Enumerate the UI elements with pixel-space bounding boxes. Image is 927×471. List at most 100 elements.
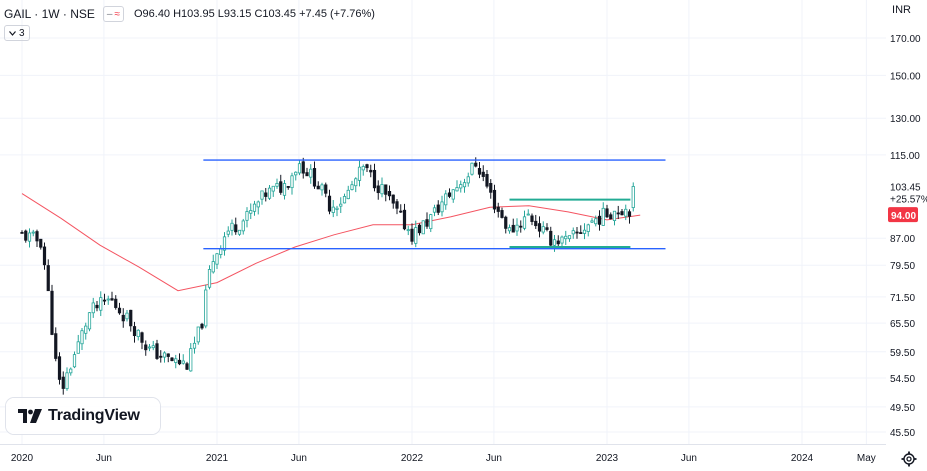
- candle-body: [110, 298, 114, 301]
- time-axis[interactable]: 2020 Jun 2021 Jun 2022 Jun 2023 Jun 2024 May: [0, 444, 886, 465]
- candle-body: [406, 229, 410, 232]
- candle-body: [346, 189, 350, 200]
- candle-body: [181, 360, 185, 364]
- candle-body: [586, 224, 590, 232]
- price-tick-label: 130.00: [890, 114, 921, 125]
- time-tick-label: 2021: [206, 453, 229, 464]
- candle-body: [582, 229, 587, 234]
- candle-body: [489, 183, 493, 193]
- price-tick-label: 54.50: [890, 374, 915, 385]
- candle-body: [31, 231, 35, 234]
- candle-body: [121, 314, 125, 322]
- candle-body: [522, 216, 527, 229]
- candle-body: [481, 171, 485, 177]
- candle-body: [185, 363, 189, 370]
- price-tick-label: 49.50: [890, 403, 915, 414]
- candle-body: [54, 333, 58, 359]
- indicator-toggle[interactable]: 3: [4, 25, 30, 41]
- candle-body: [305, 172, 309, 177]
- plot-area[interactable]: [0, 0, 886, 444]
- symbol-label[interactable]: GAIL · 1W · NSE: [4, 7, 95, 21]
- candle-body: [219, 248, 223, 255]
- candle-body: [335, 207, 339, 210]
- candle-body: [605, 208, 609, 218]
- candle-body: [245, 211, 249, 221]
- candle-body: [140, 332, 144, 343]
- candle-body: [84, 325, 88, 334]
- candle-body: [264, 192, 268, 197]
- candle-body: [80, 330, 84, 345]
- chevron-down-icon: [9, 30, 16, 36]
- candlestick-series: [20, 157, 635, 395]
- candle-body: [530, 215, 534, 222]
- change-pct-label: +25.57%: [890, 194, 927, 205]
- tradingview-logo[interactable]: TradingView: [6, 398, 160, 434]
- candle-body: [129, 309, 133, 327]
- time-tick-label: 2023: [596, 453, 619, 464]
- candle-body: [301, 161, 305, 174]
- candle-body: [421, 220, 425, 235]
- candle-body: [440, 201, 444, 213]
- candle-body: [222, 236, 227, 251]
- candle-body: [132, 326, 137, 337]
- candle-body: [519, 225, 523, 228]
- candle-body: [249, 210, 253, 214]
- candle-body: [380, 184, 384, 195]
- candle-body: [211, 261, 215, 273]
- candle-body: [69, 368, 73, 374]
- candle-body: [609, 214, 613, 220]
- candle-body: [455, 187, 459, 192]
- candle-body: [372, 169, 377, 189]
- candle-body: [234, 224, 238, 233]
- candle-body: [474, 162, 478, 167]
- currency-label[interactable]: INR: [892, 4, 911, 16]
- candle-body: [20, 232, 24, 234]
- candle-body: [215, 253, 219, 265]
- price-tick-label: 71.50: [890, 293, 915, 304]
- candle-body: [590, 220, 594, 223]
- candle-body: [117, 307, 122, 314]
- time-tick-label: Jun: [96, 453, 112, 464]
- candle-body: [57, 356, 62, 380]
- gear-icon[interactable]: [901, 451, 917, 467]
- candle-body: [444, 193, 448, 206]
- candle-body: [350, 184, 354, 190]
- candle-body: [159, 355, 163, 358]
- last-close-label: 103.45: [890, 182, 921, 193]
- candle-body: [241, 220, 245, 232]
- candle-body: [504, 216, 508, 229]
- candle-body: [162, 352, 167, 358]
- moving-average-path: [21, 193, 641, 292]
- candle-body: [294, 171, 298, 176]
- candle-body: [65, 372, 69, 390]
- candle-body: [575, 231, 579, 234]
- candle-body: [624, 208, 628, 217]
- candle-body: [271, 185, 275, 192]
- candle-body: [447, 192, 452, 197]
- candle-body: [192, 342, 197, 349]
- candle-body: [560, 236, 564, 244]
- price-tick-label: 115.00: [890, 151, 920, 162]
- candle-body: [290, 175, 294, 189]
- candle-body: [485, 174, 489, 187]
- time-tick-label: 2020: [11, 453, 34, 464]
- logo-text: TradingView: [48, 407, 140, 424]
- price-axis[interactable]: 170.00 150.00 130.00 115.00 87.00 79.50 71.50 6…: [888, 34, 927, 439]
- candle-body: [545, 227, 549, 230]
- candle-body: [354, 178, 358, 187]
- candle-body: [331, 206, 335, 213]
- candle-body: [492, 189, 497, 210]
- candle-body: [616, 212, 620, 215]
- candle-body: [526, 213, 530, 216]
- time-tick-label: Jun: [681, 453, 697, 464]
- compare-toggle[interactable]: – ≈: [102, 6, 124, 22]
- candle-body: [515, 224, 519, 232]
- candle-body: [511, 224, 515, 233]
- candle-body: [534, 220, 538, 227]
- candle-body: [376, 185, 380, 194]
- price-tick-label: 150.00: [890, 71, 921, 82]
- time-tick-label: Jun: [291, 453, 307, 464]
- minus-icon: –: [106, 8, 113, 20]
- price-tick-label: 65.50: [890, 319, 915, 330]
